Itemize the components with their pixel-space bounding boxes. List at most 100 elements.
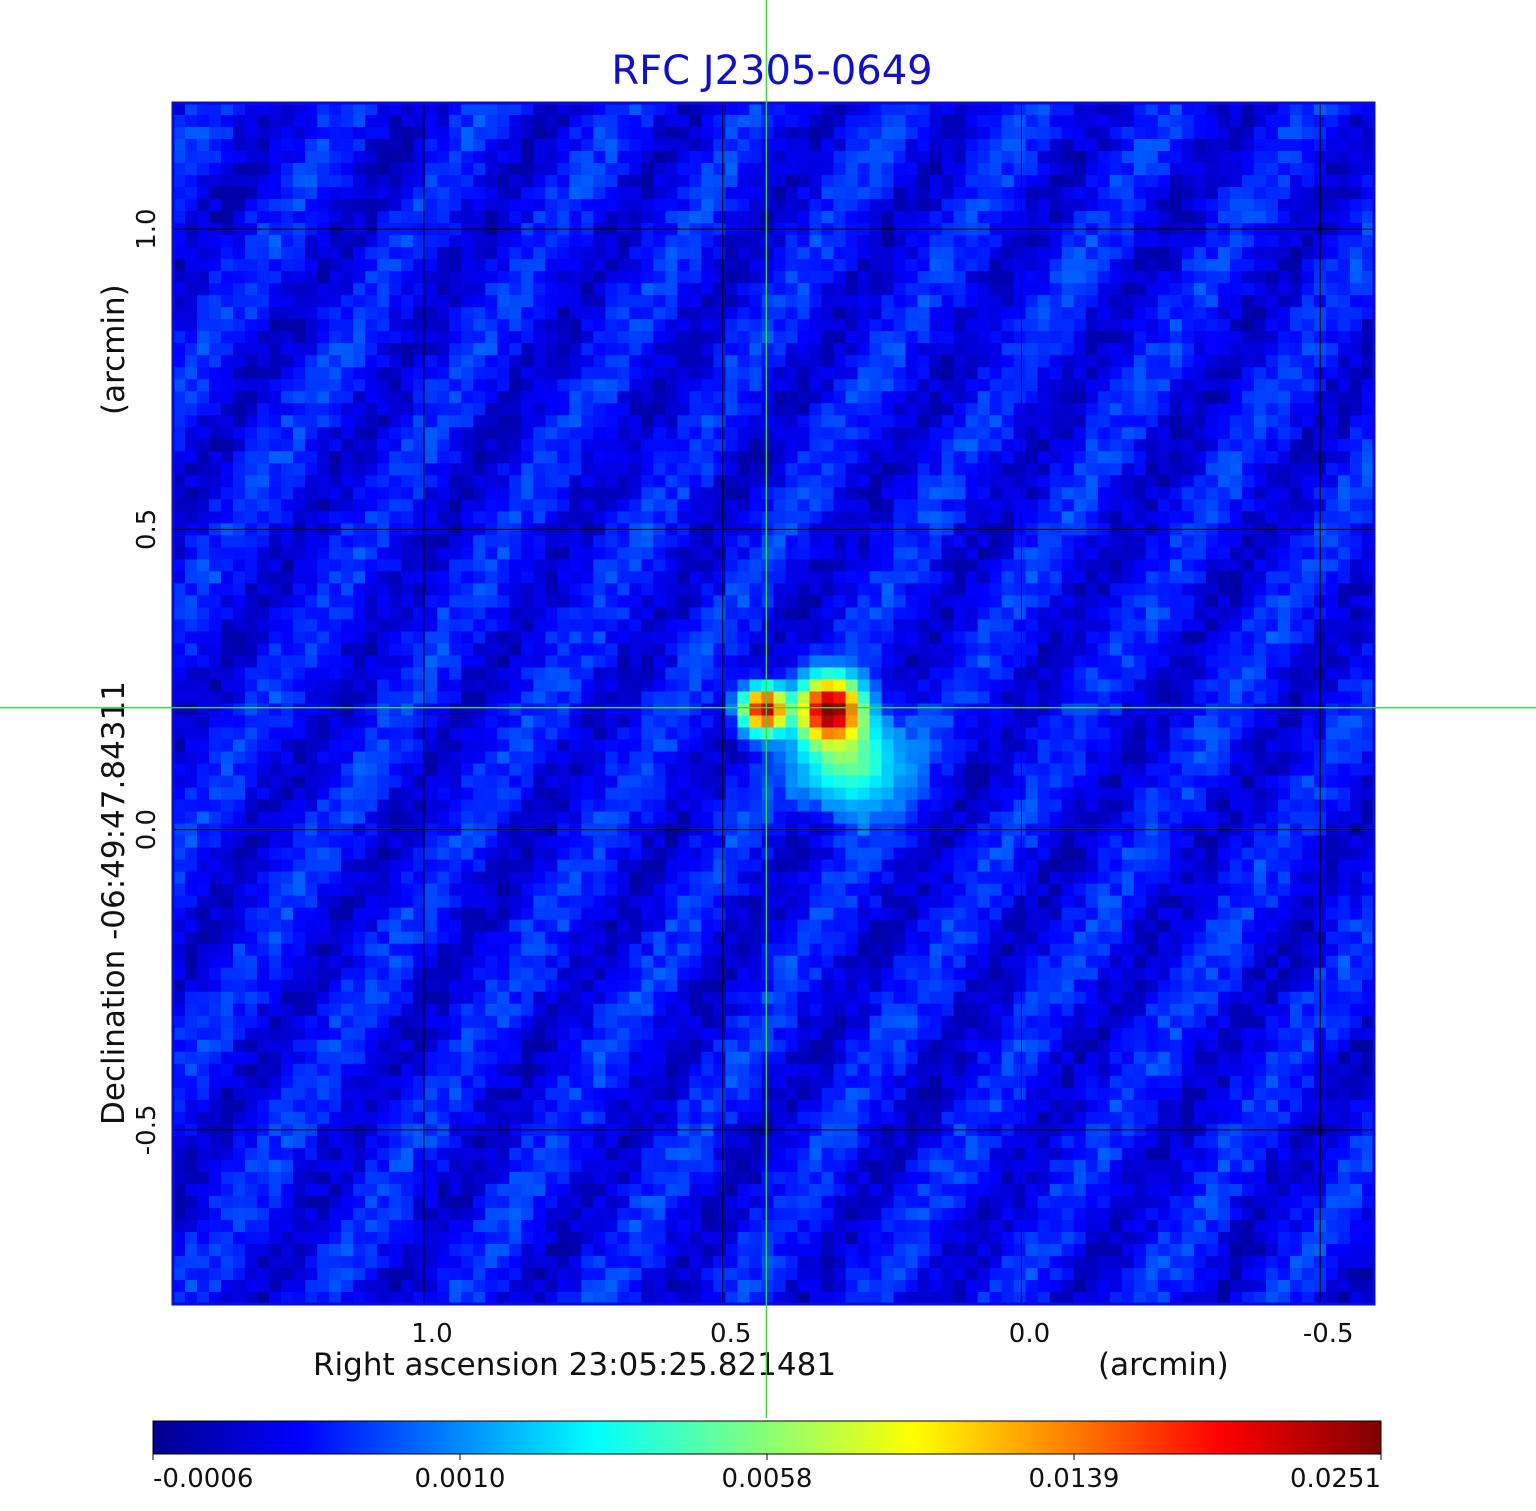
map-pixel: [749, 667, 763, 681]
map-pixel: [605, 139, 618, 152]
map-pixel: [1229, 271, 1243, 284]
map-pixel: [857, 691, 871, 705]
map-pixel: [953, 331, 967, 344]
map-pixel: [725, 475, 739, 488]
map-pixel: [665, 331, 679, 344]
map-pixel: [857, 643, 871, 657]
map-pixel: [437, 271, 450, 284]
map-pixel: [1061, 247, 1075, 260]
map-pixel: [521, 295, 534, 308]
map-pixel: [545, 367, 558, 380]
map-pixel: [869, 655, 883, 669]
map-pixel: [1157, 415, 1171, 428]
map-pixel: [1013, 319, 1027, 332]
map-pixel: [701, 499, 715, 512]
map-pixel: [929, 595, 943, 609]
map-pixel: [413, 259, 426, 272]
map-pixel: [377, 391, 390, 404]
map-pixel: [485, 595, 498, 609]
map-pixel: [821, 571, 835, 584]
map-pixel: [1205, 463, 1219, 476]
map-pixel: [473, 487, 486, 500]
map-pixel: [1037, 487, 1051, 500]
map-pixel: [725, 319, 739, 332]
map-pixel: [1325, 511, 1339, 524]
map-pixel: [1205, 619, 1219, 633]
map-pixel: [305, 619, 318, 633]
map-pixel: [1109, 115, 1123, 128]
map-pixel: [521, 499, 534, 512]
map-pixel: [497, 115, 510, 128]
map-pixel: [665, 127, 679, 140]
map-pixel: [929, 355, 943, 368]
map-pixel: [1205, 511, 1219, 524]
map-pixel: [1109, 139, 1123, 152]
map-pixel: [929, 271, 943, 284]
map-pixel: [461, 571, 474, 584]
map-pixel: [569, 115, 582, 128]
map-pixel: [701, 331, 715, 344]
map-pixel: [689, 199, 703, 212]
map-pixel: [773, 127, 787, 140]
map-pixel: [497, 595, 510, 609]
map-pixel: [245, 499, 258, 512]
map-pixel: [989, 247, 1003, 260]
map-pixel: [1217, 535, 1231, 548]
map-pixel: [713, 667, 727, 681]
map-pixel: [173, 655, 186, 669]
map-pixel: [1061, 571, 1075, 584]
map-pixel: [1001, 163, 1015, 176]
map-pixel: [845, 307, 859, 320]
map-pixel: [857, 295, 871, 308]
map-pixel: [569, 127, 582, 140]
map-pixel: [1301, 691, 1315, 705]
map-pixel: [1241, 127, 1255, 140]
map-pixel: [413, 235, 426, 248]
map-pixel: [1061, 667, 1075, 681]
map-pixel: [917, 451, 931, 464]
map-pixel: [461, 211, 474, 224]
map-pixel: [737, 151, 751, 164]
map-pixel: [641, 259, 654, 272]
map-pixel: [761, 139, 775, 152]
map-pixel: [629, 211, 642, 224]
map-pixel: [1133, 475, 1147, 488]
map-pixel: [833, 427, 847, 440]
map-pixel: [857, 619, 871, 633]
map-pixel: [509, 487, 522, 500]
map-pixel: [653, 331, 667, 344]
map-pixel: [1001, 403, 1015, 416]
map-pixel: [509, 643, 522, 657]
map-pixel: [401, 499, 414, 512]
map-pixel: [917, 643, 931, 657]
map-pixel: [821, 283, 835, 296]
map-pixel: [725, 559, 739, 572]
map-pixel: [773, 559, 787, 572]
map-pixel: [1193, 607, 1207, 621]
map-pixel: [1205, 235, 1219, 248]
map-pixel: [269, 691, 282, 705]
map-pixel: [1013, 643, 1027, 657]
map-pixel: [1193, 319, 1207, 332]
map-pixel: [497, 607, 510, 621]
map-pixel: [989, 583, 1003, 597]
map-pixel: [509, 331, 522, 344]
map-pixel: [569, 199, 582, 212]
map-pixel: [869, 367, 883, 380]
map-pixel: [1253, 103, 1267, 116]
map-pixel: [1097, 643, 1111, 657]
map-pixel: [377, 331, 390, 344]
map-pixel: [1049, 583, 1063, 597]
map-pixel: [245, 235, 258, 248]
map-pixel: [269, 535, 282, 548]
map-pixel: [1253, 655, 1267, 669]
map-pixel: [425, 199, 438, 212]
map-pixel: [929, 439, 943, 452]
map-pixel: [1157, 583, 1171, 597]
map-pixel: [437, 631, 450, 645]
map-pixel: [725, 247, 739, 260]
map-pixel: [353, 475, 366, 488]
map-pixel: [1001, 187, 1015, 200]
map-pixel: [401, 115, 414, 128]
map-pixel: [1229, 355, 1243, 368]
